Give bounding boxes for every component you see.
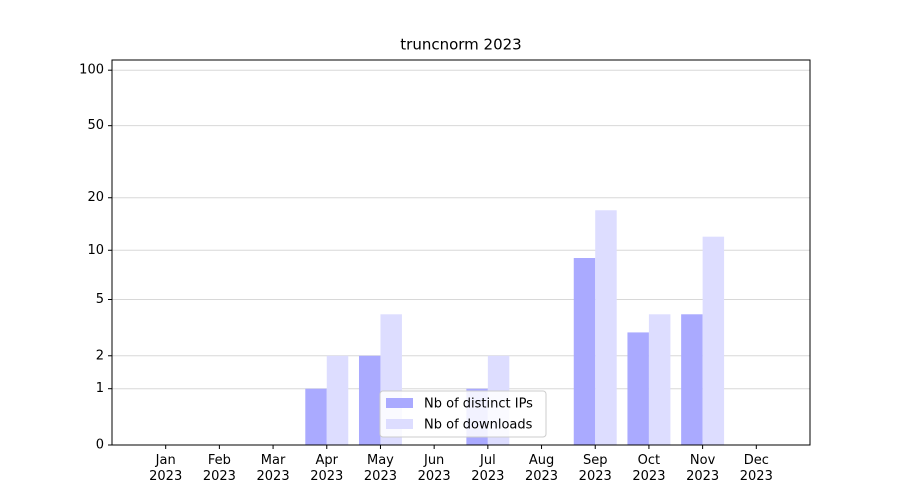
x-tick-label: Jun 2023 xyxy=(417,453,451,484)
bar xyxy=(305,388,327,445)
bar xyxy=(595,210,617,445)
bar xyxy=(358,355,381,445)
x-tick-label: Jan 2023 xyxy=(149,453,183,484)
y-tick-label: 5 xyxy=(96,292,104,307)
x-tick-label: Jul 2023 xyxy=(471,453,505,484)
legend-swatch xyxy=(386,419,413,429)
y-tick-label: 50 xyxy=(87,118,104,133)
y-tick-label: 2 xyxy=(96,348,104,363)
legend-label: Nb of downloads xyxy=(424,418,533,433)
bar xyxy=(326,355,349,445)
y-tick-label: 0 xyxy=(96,438,104,453)
x-tick-label: Apr 2023 xyxy=(310,453,344,484)
y-tick-label: 100 xyxy=(79,63,104,78)
x-tick-label: Oct 2023 xyxy=(632,453,666,484)
legend: Nb of distinct IPs Nb of downloads xyxy=(379,390,547,438)
legend-label: Nb of distinct IPs xyxy=(424,397,533,412)
bar xyxy=(702,236,725,445)
x-tick-label: Dec 2023 xyxy=(739,453,773,484)
x-tick-label: Aug 2023 xyxy=(524,453,559,484)
y-tick-label: 20 xyxy=(87,190,104,205)
legend-swatch xyxy=(386,398,413,408)
bar xyxy=(627,332,649,445)
x-tick-label: Nov 2023 xyxy=(686,453,720,484)
chart-title: truncnorm 2023 xyxy=(400,36,521,54)
plot-frame xyxy=(111,59,811,446)
y-tick-label: 1 xyxy=(96,381,104,396)
x-tick-label: Sep 2023 xyxy=(578,453,612,484)
x-tick-label: Feb 2023 xyxy=(202,453,236,484)
x-tick-label: May 2023 xyxy=(363,453,397,484)
legend-box xyxy=(379,390,547,438)
bar xyxy=(573,257,596,445)
x-tick-label: Mar 2023 xyxy=(256,453,290,484)
bar xyxy=(681,314,703,445)
bar xyxy=(648,314,671,445)
y-tick-label: 10 xyxy=(87,243,104,258)
